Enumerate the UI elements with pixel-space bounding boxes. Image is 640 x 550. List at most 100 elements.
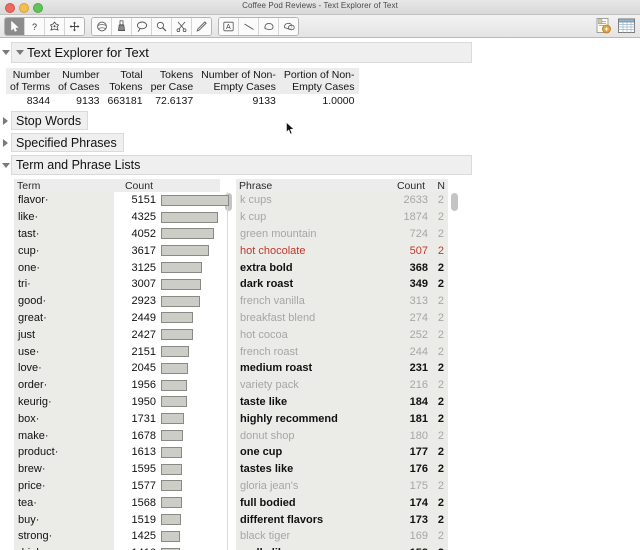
term-row[interactable]: like· 4325 [14, 209, 220, 226]
term-row[interactable]: great· 2449 [14, 310, 220, 327]
phrase-row[interactable]: gloria jean's 175 2 [236, 478, 448, 495]
move-cross-icon[interactable] [65, 17, 84, 35]
term-count-column-header[interactable]: Count [124, 179, 153, 192]
section-stop-words-title-chip[interactable]: Stop Words [11, 111, 89, 130]
term-list-panel: Term Count flavor· 5151 like· 4325 tast· 4052… [14, 179, 251, 550]
close-button[interactable] [5, 3, 15, 13]
phrase-row[interactable]: really like1582 [236, 545, 448, 550]
phrase-n-value: 2 [437, 530, 444, 543]
disclosure-triangle-specified-phrases-icon[interactable] [0, 136, 11, 150]
term-row[interactable]: good· 2923 [14, 293, 220, 310]
term-row[interactable]: tast· 4052 [14, 226, 220, 243]
phrase-row[interactable]: breakfast blend 274 2 [236, 310, 448, 327]
term-count-bar [161, 245, 209, 257]
magnifier-icon[interactable] [152, 17, 172, 35]
phrase-row[interactable]: medium roast 231 2 [236, 360, 448, 377]
phrase-row[interactable]: hot chocolate 507 2 [236, 242, 448, 259]
section-text-explorer-band[interactable]: Text Explorer for Text [11, 42, 472, 63]
summary-statistics-table: Number of Terms Number of Cases Total To… [6, 68, 359, 108]
disclosure-triangle-term-phrase-lists-icon[interactable] [0, 158, 11, 172]
hand-grabber-icon[interactable] [45, 17, 65, 35]
data-table-icon[interactable] [617, 17, 636, 35]
section-specified-phrases-title: Specified Phrases [16, 135, 117, 150]
phrase-column-header[interactable]: Phrase [239, 179, 273, 192]
phrase-row[interactable]: full bodied 174 2 [236, 494, 448, 511]
phrase-row[interactable]: k cups 2633 2 [236, 192, 448, 209]
scroller-icon[interactable] [92, 17, 112, 35]
question-mark-icon[interactable]: ? [25, 17, 45, 35]
phrase-label: hot cocoa [240, 328, 288, 341]
phrase-list-header: Phrase Count N [236, 179, 448, 192]
phrase-row[interactable]: extra bold 368 2 [236, 259, 448, 276]
term-row[interactable]: buy· 1519 [14, 511, 220, 528]
phrase-row[interactable]: french roast 244 2 [236, 343, 448, 360]
phrase-row[interactable]: variety pack 216 2 [236, 377, 448, 394]
term-row[interactable]: tri· 3007 [14, 276, 220, 293]
term-row[interactable]: price· 1577 [14, 478, 220, 495]
phrase-row[interactable]: french vanilla 313 2 [236, 293, 448, 310]
term-count-bar [161, 530, 180, 542]
phrase-row[interactable]: one cup 177 2 [236, 444, 448, 461]
minimize-button[interactable] [19, 3, 29, 13]
brush-icon[interactable] [112, 17, 132, 35]
term-row[interactable]: flavor· 5151 [14, 192, 229, 209]
phrase-count-column-header[interactable]: Count [396, 179, 425, 192]
disclosure-triangle-stop-words-icon[interactable] [0, 114, 11, 128]
term-row[interactable]: strong· 1425 [14, 528, 220, 545]
term-count-bar [161, 362, 188, 374]
term-bar-cell [156, 228, 220, 240]
phrase-row[interactable]: different flavors 173 2 [236, 511, 448, 528]
section-stop-words[interactable]: Stop Words [0, 111, 640, 130]
lasso-icon[interactable] [132, 17, 152, 35]
zoom-button[interactable] [33, 3, 43, 13]
section-term-and-phrase-lists-band[interactable]: Term and Phrase Lists [11, 155, 472, 175]
phrase-n-value: 2 [437, 446, 444, 459]
phrase-row[interactable]: black tiger 169 2 [236, 528, 448, 545]
term-row[interactable]: drink·1416 [14, 545, 220, 550]
section-term-and-phrase-lists[interactable]: Term and Phrase Lists [0, 155, 640, 175]
term-row[interactable]: use· 2151 [14, 343, 220, 360]
term-label: tea· [18, 496, 37, 509]
section-specified-phrases-title-chip[interactable]: Specified Phrases [11, 133, 124, 152]
term-row[interactable]: one· 3125 [14, 259, 220, 276]
term-row[interactable]: tea· 1568 [14, 494, 220, 511]
text-annotate-icon[interactable]: A [219, 17, 239, 35]
term-row[interactable]: order· 1956 [14, 377, 220, 394]
disclosure-triangle-outer-icon[interactable] [0, 46, 11, 60]
summary-header-line-1: Number [62, 69, 100, 81]
scissors-icon[interactable] [172, 17, 192, 35]
phrase-label: medium roast [240, 362, 313, 375]
term-row[interactable]: brew· 1595 [14, 461, 220, 478]
polygon-tool-icon[interactable] [259, 17, 279, 35]
phrase-row[interactable]: hot cocoa 252 2 [236, 326, 448, 343]
term-row[interactable]: love· 2045 [14, 360, 220, 377]
term-row[interactable]: make· 1678 [14, 427, 220, 444]
phrase-row[interactable]: green mountain 724 2 [236, 226, 448, 243]
phrase-row[interactable]: donut shop 180 2 [236, 427, 448, 444]
phrase-row[interactable]: highly recommend 181 2 [236, 410, 448, 427]
term-row[interactable]: cup· 3617 [14, 242, 220, 259]
section-text-explorer-header[interactable]: Text Explorer for Text [0, 42, 640, 63]
phrase-row[interactable]: dark roast 349 2 [236, 276, 448, 293]
summary-header-tokens-per-case: Tokens per Case [146, 68, 198, 94]
disclosure-triangle-text-explorer-icon[interactable] [14, 46, 25, 60]
term-label: tast· [18, 227, 40, 240]
phrase-row[interactable]: taste like 184 2 [236, 394, 448, 411]
phrase-row[interactable]: k cup 1874 2 [236, 209, 448, 226]
pencil-icon[interactable] [192, 17, 211, 35]
arrow-cursor-icon[interactable] [5, 17, 25, 35]
term-row[interactable]: just 2427 [14, 326, 220, 343]
report-document-icon[interactable] [594, 17, 613, 35]
term-column-header[interactable]: Term [17, 179, 41, 192]
line-tool-icon[interactable] [239, 17, 259, 35]
phrase-n-column-header[interactable]: N [437, 179, 445, 192]
phrase-row[interactable]: tastes like 176 2 [236, 461, 448, 478]
term-count-value: 1519 [131, 513, 156, 526]
shapes-tool-icon[interactable] [279, 17, 298, 35]
section-specified-phrases[interactable]: Specified Phrases [0, 133, 640, 152]
phrase-list-scrollbar[interactable] [451, 192, 458, 550]
term-row[interactable]: box· 1731 [14, 410, 220, 427]
term-row[interactable]: product· 1613 [14, 444, 220, 461]
phrase-list-scrollbar-thumb[interactable] [451, 193, 458, 211]
term-row[interactable]: keurig· 1950 [14, 394, 220, 411]
